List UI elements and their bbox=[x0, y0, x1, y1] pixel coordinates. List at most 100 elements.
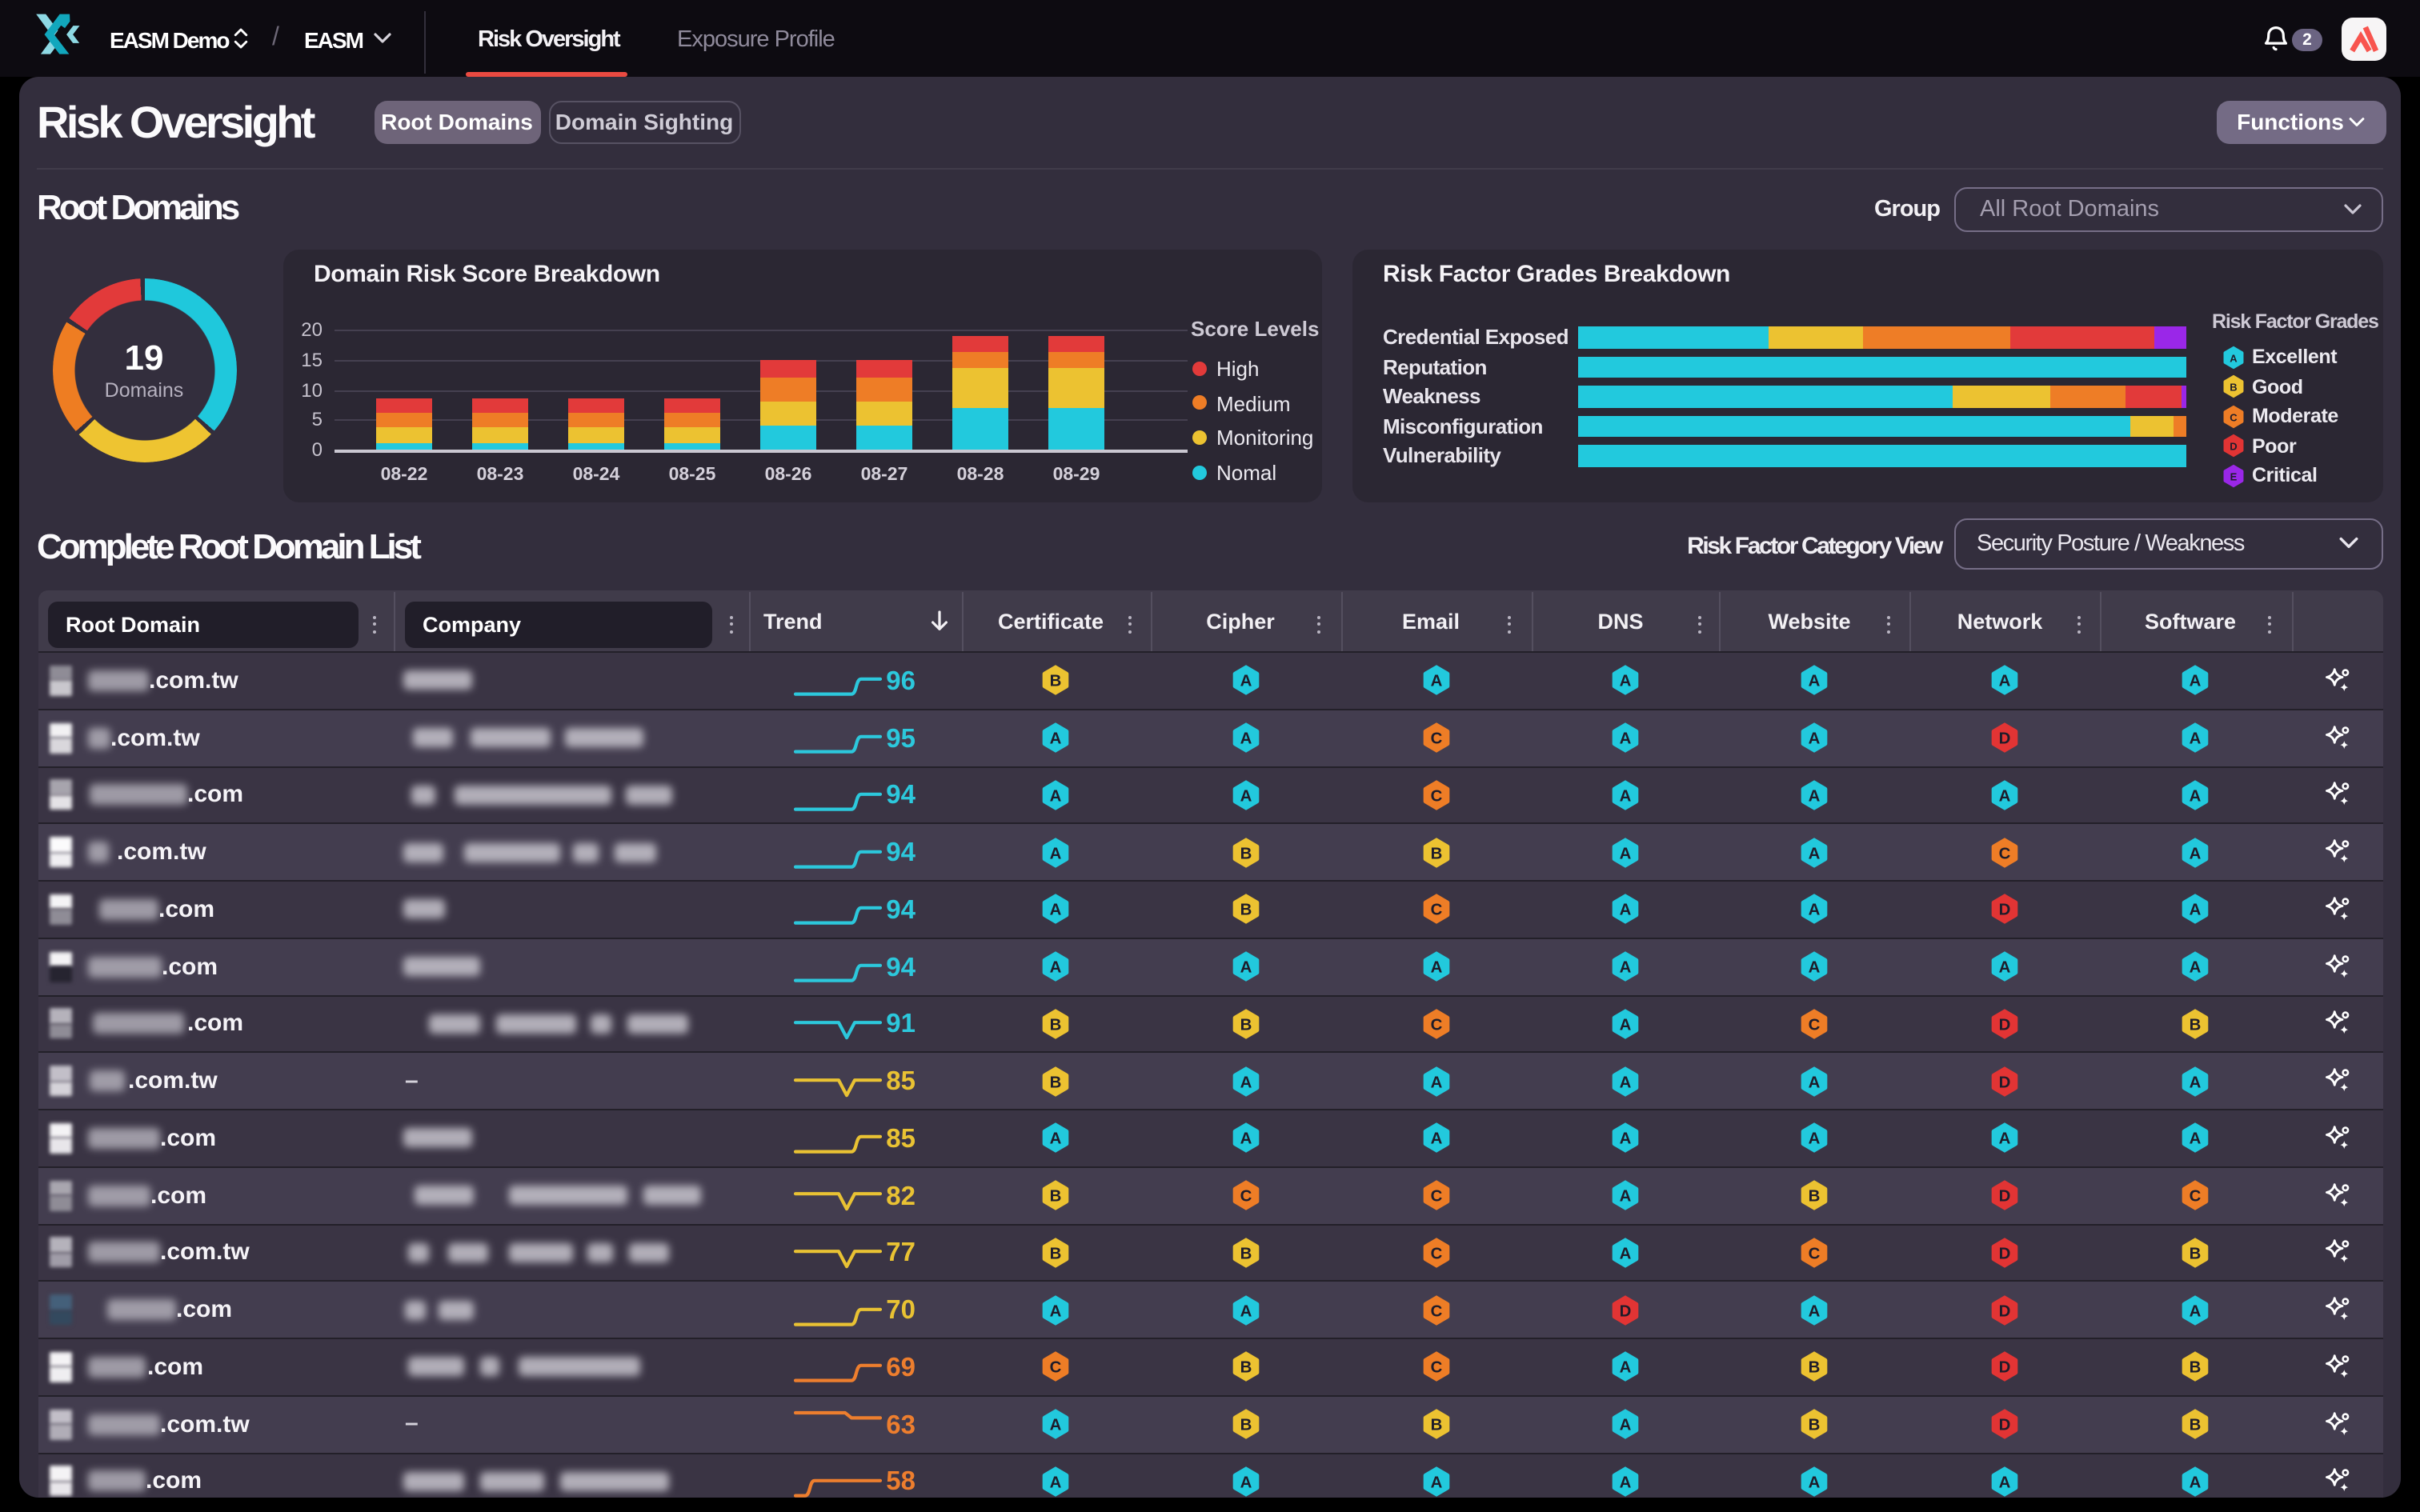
svg-text:D: D bbox=[1999, 730, 2011, 748]
svg-text:A: A bbox=[1999, 673, 2011, 690]
svg-text:C: C bbox=[1430, 1359, 1442, 1377]
svg-text:A: A bbox=[1430, 1130, 1442, 1148]
svg-text:A: A bbox=[2190, 959, 2202, 977]
svg-text:D: D bbox=[1999, 1188, 2011, 1206]
svg-text:A: A bbox=[1809, 1130, 1821, 1148]
svg-text:A: A bbox=[1050, 959, 1062, 977]
svg-text:B: B bbox=[1050, 673, 1062, 690]
svg-text:A: A bbox=[2190, 1474, 2202, 1491]
svg-text:A: A bbox=[1240, 1474, 1252, 1491]
svg-text:A: A bbox=[1620, 902, 1632, 919]
svg-text:A: A bbox=[1240, 787, 1252, 805]
svg-text:A: A bbox=[1620, 730, 1632, 748]
svg-text:A: A bbox=[1050, 1417, 1062, 1434]
svg-text:B: B bbox=[1809, 1188, 1821, 1206]
svg-text:B: B bbox=[1240, 1245, 1252, 1262]
svg-text:B: B bbox=[1050, 1074, 1062, 1091]
svg-text:B: B bbox=[1050, 1016, 1062, 1034]
svg-text:A: A bbox=[1430, 673, 1442, 690]
svg-text:B: B bbox=[2229, 382, 2236, 394]
svg-text:A: A bbox=[1240, 1302, 1252, 1320]
svg-text:D: D bbox=[1999, 1016, 2011, 1034]
svg-text:C: C bbox=[1999, 845, 2011, 862]
svg-text:A: A bbox=[1050, 845, 1062, 862]
svg-text:A: A bbox=[2190, 673, 2202, 690]
svg-text:A: A bbox=[1809, 730, 1821, 748]
svg-text:A: A bbox=[1240, 1074, 1252, 1091]
svg-text:A: A bbox=[1050, 787, 1062, 805]
svg-text:A: A bbox=[1809, 1074, 1821, 1091]
svg-text:A: A bbox=[1620, 1245, 1632, 1262]
svg-text:C: C bbox=[1240, 1188, 1252, 1206]
svg-text:A: A bbox=[2190, 730, 2202, 748]
svg-text:A: A bbox=[1050, 1302, 1062, 1320]
svg-text:A: A bbox=[1050, 730, 1062, 748]
svg-text:D: D bbox=[1999, 1417, 2011, 1434]
svg-text:A: A bbox=[1620, 1016, 1632, 1034]
svg-text:C: C bbox=[1050, 1359, 1062, 1377]
svg-text:A: A bbox=[1620, 959, 1632, 977]
svg-text:C: C bbox=[1430, 1245, 1442, 1262]
svg-text:C: C bbox=[1809, 1016, 1821, 1034]
svg-text:A: A bbox=[1999, 1474, 2011, 1491]
svg-text:B: B bbox=[1809, 1417, 1821, 1434]
svg-text:A: A bbox=[1430, 959, 1442, 977]
svg-text:A: A bbox=[1050, 1474, 1062, 1491]
svg-text:A: A bbox=[1809, 959, 1821, 977]
svg-text:C: C bbox=[1430, 787, 1442, 805]
svg-text:B: B bbox=[1430, 845, 1442, 862]
svg-text:A: A bbox=[2190, 902, 2202, 919]
svg-text:B: B bbox=[1240, 902, 1252, 919]
svg-text:A: A bbox=[2190, 1074, 2202, 1091]
svg-text:A: A bbox=[1620, 787, 1632, 805]
svg-text:A: A bbox=[1620, 1188, 1632, 1206]
svg-text:A: A bbox=[1430, 1074, 1442, 1091]
svg-text:C: C bbox=[1430, 1016, 1442, 1034]
svg-text:A: A bbox=[1430, 1474, 1442, 1491]
svg-text:E: E bbox=[2230, 470, 2237, 482]
svg-text:B: B bbox=[2190, 1359, 2202, 1377]
svg-text:C: C bbox=[1430, 730, 1442, 748]
svg-text:B: B bbox=[1809, 1359, 1821, 1377]
svg-text:A: A bbox=[1620, 1130, 1632, 1148]
svg-text:B: B bbox=[2190, 1245, 2202, 1262]
svg-text:A: A bbox=[2190, 845, 2202, 862]
svg-text:A: A bbox=[1999, 1130, 2011, 1148]
svg-text:A: A bbox=[1620, 1074, 1632, 1091]
svg-text:A: A bbox=[1809, 1474, 1821, 1491]
svg-text:B: B bbox=[1050, 1188, 1062, 1206]
svg-text:A: A bbox=[2229, 352, 2237, 364]
svg-text:B: B bbox=[1240, 1417, 1252, 1434]
svg-text:A: A bbox=[2190, 1302, 2202, 1320]
svg-text:D: D bbox=[1999, 1302, 2011, 1320]
svg-text:B: B bbox=[1430, 1417, 1442, 1434]
svg-text:A: A bbox=[1240, 673, 1252, 690]
svg-text:C: C bbox=[1430, 902, 1442, 919]
svg-text:D: D bbox=[2229, 441, 2236, 453]
svg-text:B: B bbox=[1240, 1016, 1252, 1034]
svg-text:B: B bbox=[1240, 1359, 1252, 1377]
svg-text:A: A bbox=[1050, 1130, 1062, 1148]
svg-text:D: D bbox=[1999, 1074, 2011, 1091]
svg-text:A: A bbox=[1809, 902, 1821, 919]
svg-text:B: B bbox=[1240, 845, 1252, 862]
svg-text:A: A bbox=[1999, 787, 2011, 805]
svg-text:A: A bbox=[1240, 730, 1252, 748]
svg-text:A: A bbox=[1809, 787, 1821, 805]
svg-text:C: C bbox=[1430, 1188, 1442, 1206]
svg-text:A: A bbox=[2190, 1130, 2202, 1148]
svg-text:A: A bbox=[1999, 959, 2011, 977]
svg-text:A: A bbox=[1620, 845, 1632, 862]
svg-text:D: D bbox=[1999, 1245, 2011, 1262]
svg-text:A: A bbox=[1809, 1302, 1821, 1320]
svg-text:A: A bbox=[1620, 1359, 1632, 1377]
svg-text:A: A bbox=[1809, 845, 1821, 862]
svg-text:D: D bbox=[1999, 1359, 2011, 1377]
svg-text:A: A bbox=[1240, 1130, 1252, 1148]
svg-text:D: D bbox=[1999, 902, 2011, 919]
svg-text:A: A bbox=[1809, 673, 1821, 690]
svg-text:D: D bbox=[1620, 1302, 1632, 1320]
svg-text:B: B bbox=[2190, 1417, 2202, 1434]
svg-text:C: C bbox=[1809, 1245, 1821, 1262]
svg-text:A: A bbox=[1050, 902, 1062, 919]
